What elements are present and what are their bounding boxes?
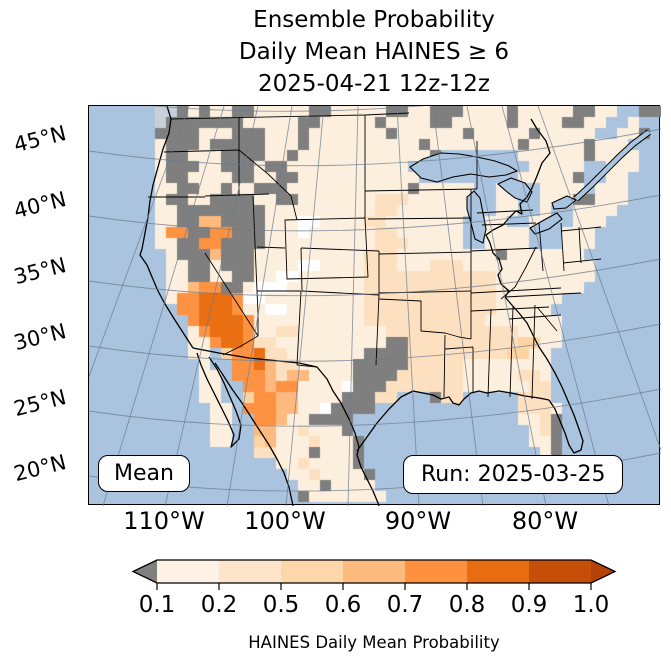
colorbar-segment — [529, 560, 591, 583]
lon-tick-110w: 110°W — [123, 507, 205, 535]
colorbar-tick-label: 0.8 — [449, 592, 486, 618]
florida-atlantic-coast — [504, 296, 584, 454]
mexico-west-coast — [214, 362, 294, 506]
colorbar-tick-label: 0.7 — [387, 592, 424, 618]
coastlines — [139, 106, 584, 506]
colorbar-tick-label: 0.9 — [511, 592, 548, 618]
colorbar-segment — [343, 560, 405, 583]
chart-title: Ensemble Probability Daily Mean HAINES ≥… — [88, 4, 660, 100]
lake-ontario — [551, 195, 578, 210]
colorbar-segment — [467, 560, 529, 583]
pacific-coast — [139, 106, 194, 349]
colorbar-label: HAINES Daily Mean Probability — [248, 633, 500, 652]
lake-huron — [496, 177, 533, 203]
colorbar-under-arrow — [133, 560, 157, 583]
lat-tick-25n: 25°N — [11, 384, 69, 422]
lat-tick-35n: 35°N — [11, 252, 69, 290]
lat-tick-40n: 40°N — [11, 186, 69, 224]
lon-tick-80w: 80°W — [511, 507, 579, 535]
lake-erie — [529, 212, 563, 235]
colorbar: 0.1 0.2 0.5 0.6 0.7 0.8 0.9 1.0 HAINES Daily Me… — [131, 559, 617, 652]
title-line-1: Ensemble Probability — [253, 7, 495, 33]
mean-annotation-box: Mean — [98, 455, 190, 492]
colorbar-over-arrow — [591, 560, 615, 583]
graticule — [89, 106, 661, 506]
baja-peninsula — [196, 352, 242, 448]
title-line-2: Daily Mean HAINES ≥ 6 — [238, 39, 510, 65]
great-lakes — [409, 129, 651, 244]
probability-grid-layer — [89, 106, 661, 506]
lat-tick-45n: 45°N — [11, 120, 69, 158]
colorbar-segment — [219, 560, 281, 583]
colorbar-segment — [157, 560, 219, 583]
colorbar-tick-label: 0.6 — [325, 592, 362, 618]
title-line-3: 2025-04-21 12z-12z — [258, 71, 490, 97]
state-borders — [148, 112, 602, 400]
lat-tick-20n: 20°N — [11, 449, 69, 487]
colorbar-tick-label: 0.2 — [201, 592, 238, 618]
us-mexico-border — [192, 347, 360, 456]
lat-tick-30n: 30°N — [11, 318, 69, 356]
colorbar-tick-label: 1.0 — [573, 592, 610, 618]
colorbar-segment — [405, 560, 467, 583]
lake-michigan — [466, 190, 487, 244]
lon-tick-100w: 100°W — [244, 507, 326, 535]
colorbar-scale: 0.1 0.2 0.5 0.6 0.7 0.8 0.9 1.0 — [131, 559, 617, 618]
east-coast — [485, 118, 551, 298]
map-overlay — [89, 106, 661, 506]
colorbar-tick-label: 0.5 — [263, 592, 300, 618]
gulf-coast — [356, 390, 550, 452]
map-axes: Mean Run: 2025-03-25 — [88, 105, 661, 506]
colorbar-tick-label: 0.1 — [139, 592, 176, 618]
colorbar-segment — [281, 560, 343, 583]
mexico-gulf-coast — [356, 454, 380, 506]
lon-tick-90w: 90°W — [384, 507, 452, 535]
run-date-annotation-box: Run: 2025-03-25 — [403, 455, 624, 494]
